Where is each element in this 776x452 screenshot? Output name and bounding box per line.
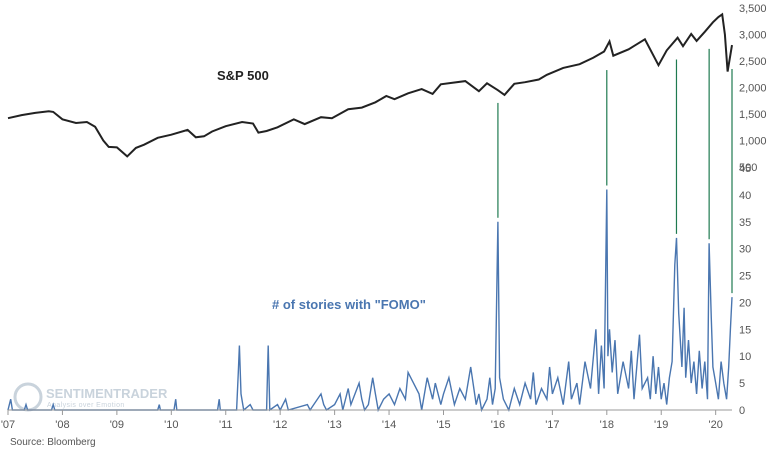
x-tick-label: '20 [708, 419, 722, 431]
x-tick-label: '11 [219, 419, 233, 431]
x-tick-label: '18 [600, 419, 614, 431]
x-tick-label: '13 [327, 419, 341, 431]
x-tick-label: '08 [55, 419, 69, 431]
y-upper-tick-label: 2,000 [739, 83, 767, 95]
watermark-tagline: Analysis over Emotion [47, 402, 125, 409]
y-lower-tick-label: 45 [739, 163, 751, 175]
x-tick-label: '10 [164, 419, 178, 431]
y-upper-tick-label: 1,500 [739, 109, 767, 121]
x-axis: '07 '08 '09 '10 '11 '12 '13 '14 '15 '16 '17 '18 '19 '… [1, 410, 723, 431]
x-tick-label: '16 [491, 419, 505, 431]
x-tick-label: '19 [654, 419, 668, 431]
y-axis-lower: 0 5 10 15 20 25 30 35 40 45 [739, 163, 751, 417]
x-tick-label: '15 [436, 419, 450, 431]
y-upper-tick-label: 3,000 [739, 30, 767, 42]
y-lower-tick-label: 5 [739, 378, 745, 390]
y-upper-tick-label: 1,000 [739, 136, 767, 148]
x-tick-label: '12 [273, 419, 287, 431]
watermark-name: SENTIMENTRADER [46, 386, 168, 401]
y-lower-tick-label: 35 [739, 217, 751, 229]
watermark-logo-icon [13, 382, 43, 412]
x-tick-label: '09 [110, 419, 124, 431]
x-tick-label: '07 [1, 419, 15, 431]
x-tick-label: '14 [382, 419, 396, 431]
y-lower-tick-label: 15 [739, 324, 751, 336]
y-upper-tick-label: 2,500 [739, 56, 767, 68]
y-lower-tick-label: 20 [739, 297, 751, 309]
y-lower-tick-label: 40 [739, 190, 751, 202]
y-lower-tick-label: 25 [739, 271, 751, 283]
y-upper-tick-label: 3,500 [739, 3, 767, 15]
label-sp500: S&P 500 [217, 68, 269, 83]
sentimentrader-watermark: SENTIMENTRADER Analysis over Emotion [13, 382, 168, 412]
label-fomo-stories: # of stories with "FOMO" [272, 297, 426, 312]
y-lower-tick-label: 30 [739, 244, 751, 256]
source-note: Source: Bloomberg [10, 437, 96, 448]
series-sp500-line [7, 12, 733, 158]
connector-lines [497, 48, 733, 294]
y-lower-tick-label: 10 [739, 351, 751, 363]
x-tick-label: '17 [545, 419, 559, 431]
y-axis-upper: 500 1,000 1,500 2,000 2,500 3,000 3,500 [739, 3, 767, 174]
y-upper-tick-label: 500 [739, 162, 757, 174]
y-lower-tick-label: 0 [739, 405, 745, 417]
